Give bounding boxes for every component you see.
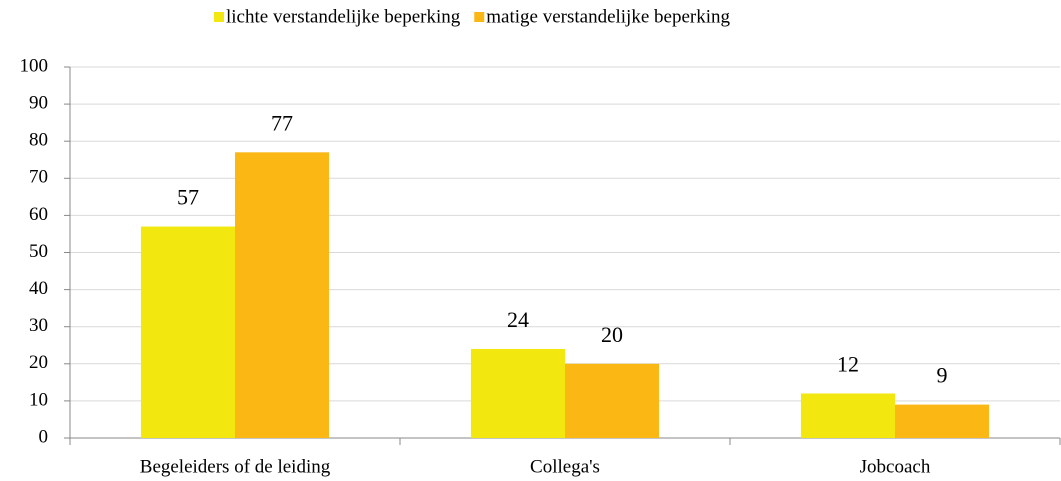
legend-swatch <box>214 12 224 22</box>
y-tick-label: 100 <box>20 55 49 76</box>
data-label: 24 <box>507 307 529 332</box>
x-tick-label: Jobcoach <box>860 456 931 477</box>
y-tick-label: 50 <box>29 241 48 262</box>
bar <box>140 226 235 438</box>
y-tick-label: 40 <box>29 278 48 299</box>
bar <box>235 152 330 438</box>
y-tick-label: 0 <box>39 426 49 447</box>
data-label: 77 <box>271 110 293 135</box>
bar <box>800 393 895 438</box>
bar <box>470 348 565 438</box>
data-label: 20 <box>601 322 623 347</box>
x-tick-label: Collega's <box>530 456 600 477</box>
y-tick-label: 60 <box>29 204 48 225</box>
legend-label: matige verstandelijke beperking <box>486 6 730 27</box>
bar <box>565 363 660 438</box>
data-label: 9 <box>937 363 948 388</box>
x-tick-label: Begeleiders of de leiding <box>140 456 331 477</box>
y-tick-label: 10 <box>29 389 48 410</box>
bar <box>895 404 990 438</box>
y-tick-label: 80 <box>29 130 48 151</box>
legend-swatch <box>474 12 485 22</box>
legend-label: lichte verstandelijke beperking <box>226 6 461 27</box>
y-tick-label: 90 <box>29 92 48 113</box>
y-tick-label: 30 <box>29 315 48 336</box>
data-label: 12 <box>837 352 859 377</box>
data-label: 57 <box>177 185 199 210</box>
y-tick-label: 70 <box>29 167 48 188</box>
y-tick-label: 20 <box>29 352 48 373</box>
